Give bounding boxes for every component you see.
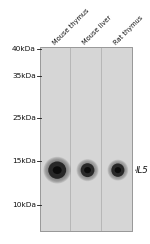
Ellipse shape <box>55 168 60 172</box>
Ellipse shape <box>117 170 119 171</box>
Ellipse shape <box>113 165 122 175</box>
Ellipse shape <box>84 166 91 174</box>
Ellipse shape <box>116 168 120 172</box>
Ellipse shape <box>46 159 69 181</box>
Ellipse shape <box>49 162 66 178</box>
Ellipse shape <box>53 166 61 174</box>
Ellipse shape <box>86 169 89 171</box>
Ellipse shape <box>111 163 125 177</box>
Bar <box>101 47 132 231</box>
Ellipse shape <box>44 158 70 183</box>
Ellipse shape <box>48 161 66 179</box>
Ellipse shape <box>109 161 127 179</box>
Text: 25kDa: 25kDa <box>12 115 36 121</box>
Ellipse shape <box>111 163 124 177</box>
Ellipse shape <box>80 162 96 178</box>
Ellipse shape <box>117 169 119 171</box>
Text: IL5: IL5 <box>136 166 149 175</box>
Text: 40kDa: 40kDa <box>12 46 36 52</box>
Bar <box>40 47 132 231</box>
Ellipse shape <box>115 167 121 173</box>
Ellipse shape <box>53 166 62 174</box>
Ellipse shape <box>77 160 98 181</box>
Ellipse shape <box>84 167 91 173</box>
Ellipse shape <box>116 168 120 173</box>
Ellipse shape <box>83 165 92 175</box>
Ellipse shape <box>78 160 97 180</box>
Ellipse shape <box>78 161 97 179</box>
Ellipse shape <box>87 170 88 171</box>
Ellipse shape <box>82 165 93 176</box>
Ellipse shape <box>84 167 91 173</box>
Ellipse shape <box>113 165 123 175</box>
Ellipse shape <box>56 169 58 171</box>
Ellipse shape <box>76 159 99 181</box>
Ellipse shape <box>45 158 69 182</box>
Ellipse shape <box>53 166 62 175</box>
Bar <box>40 47 70 231</box>
Ellipse shape <box>110 163 125 178</box>
Text: Rat thymus: Rat thymus <box>113 15 144 46</box>
Ellipse shape <box>46 160 68 181</box>
Text: 35kDa: 35kDa <box>12 73 36 79</box>
Text: 10kDa: 10kDa <box>12 202 36 208</box>
Ellipse shape <box>54 167 60 173</box>
Text: Mouse thymus: Mouse thymus <box>52 7 90 46</box>
Ellipse shape <box>56 169 59 172</box>
Ellipse shape <box>79 162 96 179</box>
Ellipse shape <box>48 162 66 179</box>
Text: Mouse liver: Mouse liver <box>82 15 113 46</box>
Ellipse shape <box>86 168 89 172</box>
Text: 15kDa: 15kDa <box>12 158 36 164</box>
Ellipse shape <box>112 164 124 176</box>
Ellipse shape <box>110 162 126 178</box>
Ellipse shape <box>115 167 121 173</box>
Ellipse shape <box>50 163 65 178</box>
Ellipse shape <box>85 168 90 173</box>
Ellipse shape <box>108 160 128 181</box>
Ellipse shape <box>50 163 64 177</box>
Ellipse shape <box>81 164 94 176</box>
Ellipse shape <box>114 167 121 174</box>
Ellipse shape <box>108 160 128 180</box>
Bar <box>70 47 101 231</box>
Ellipse shape <box>43 157 71 183</box>
Ellipse shape <box>52 165 63 175</box>
Bar <box>40 47 132 231</box>
Ellipse shape <box>51 164 63 176</box>
Ellipse shape <box>83 166 92 174</box>
Ellipse shape <box>112 164 124 176</box>
Ellipse shape <box>80 163 95 177</box>
Ellipse shape <box>109 162 126 179</box>
Ellipse shape <box>81 163 94 177</box>
Ellipse shape <box>114 166 122 174</box>
Ellipse shape <box>47 161 67 180</box>
Ellipse shape <box>81 163 94 177</box>
